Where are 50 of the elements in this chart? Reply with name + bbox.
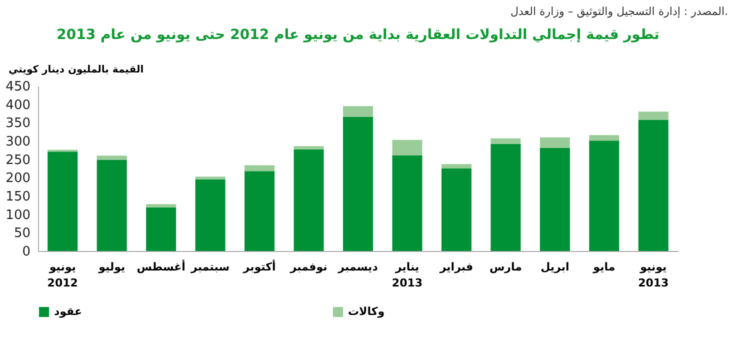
x-tick-label: سبتمبر: [190, 260, 230, 274]
bar: [343, 116, 373, 251]
bar: [244, 165, 275, 172]
bar: [244, 171, 275, 251]
bar: [540, 137, 570, 148]
x-tick-label: ابريل: [540, 260, 570, 274]
x-tick-label: فبراير: [438, 260, 474, 274]
x-tick-label: يوليو: [98, 260, 126, 274]
bar: [48, 152, 78, 251]
text: المصدر : إدارة التسجيل والتوثيق – وزارة العدل.: [510, 5, 728, 18]
bar: [146, 207, 176, 251]
y-tick-label: 450: [6, 80, 30, 94]
x-tick-label: مارس: [489, 260, 522, 274]
y-tick-label: 300: [6, 134, 30, 150]
bar: [96, 160, 127, 251]
bar: [441, 164, 472, 168]
bar: [490, 144, 521, 251]
x-tick-label: نوفمبر: [289, 260, 328, 274]
bar: [540, 148, 570, 251]
bar: [490, 138, 521, 144]
bar: [96, 156, 127, 160]
legend-label: وكالات: [348, 305, 385, 318]
chart-title: تطور قيمة إجمالي التداولات العقارية بداية من يونيو عام 2012 حتى يونيو من عام 2013: [56, 27, 660, 43]
bar: [146, 204, 176, 208]
bar: [195, 176, 226, 180]
y-tick-label: 150: [6, 190, 30, 204]
bar: [392, 140, 422, 156]
y-tick-label: 400: [6, 98, 30, 113]
bar: [638, 120, 668, 251]
x-tick-label: مايو: [592, 260, 616, 274]
x-tick-label: أكتوبر: [242, 260, 276, 274]
y-axis-title: القيمة بالمليون دينار كويتي: [8, 64, 144, 76]
x-tick-label: أغسطس: [136, 260, 186, 274]
y-tick-label: 100: [6, 208, 30, 223]
y-tick-label: 0: [22, 244, 30, 260]
x-tick-label: ديسمبر: [337, 260, 378, 274]
bar: [589, 140, 620, 251]
legend-label: عقود: [54, 305, 82, 318]
bar: [392, 155, 422, 251]
y-tick-label: 250: [6, 152, 30, 168]
bar: [195, 180, 226, 251]
bar: [589, 135, 620, 141]
bar: [294, 149, 324, 251]
bar: [638, 112, 668, 120]
bar: [294, 146, 324, 150]
y-tick-label: 200: [6, 171, 30, 186]
bar: [441, 168, 472, 251]
y-tick-label: 50: [14, 226, 30, 242]
bar: [343, 106, 373, 117]
y-tick-label: 350: [6, 116, 30, 132]
